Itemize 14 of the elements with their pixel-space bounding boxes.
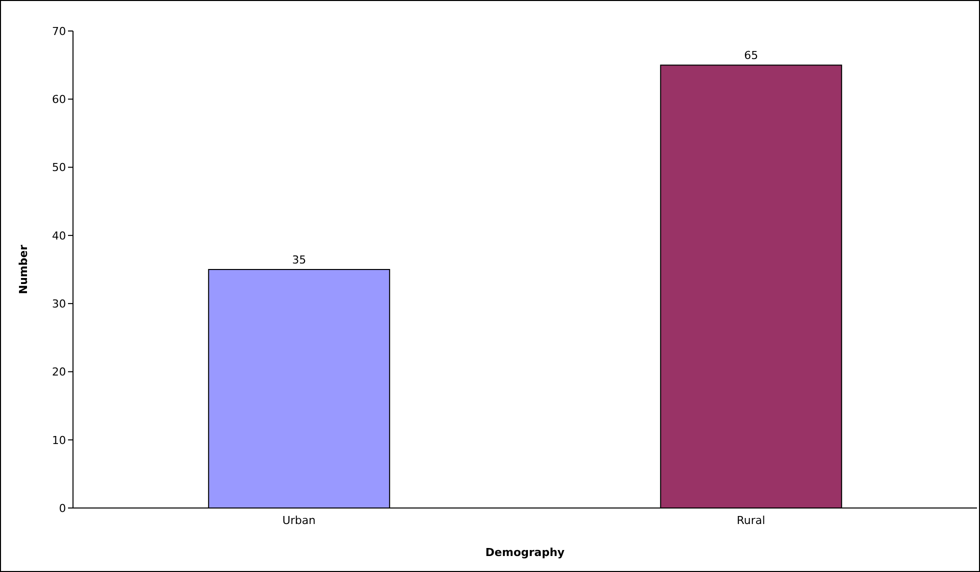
y-tick-label: 10	[52, 434, 66, 447]
data-label: 65	[744, 49, 758, 62]
y-tick-label: 40	[52, 229, 66, 242]
data-label: 35	[292, 254, 306, 266]
y-tick-label: 0	[59, 502, 66, 515]
x-tick-label: Urban	[282, 514, 316, 527]
y-tick-label: 60	[52, 93, 66, 106]
x-tick-label: Rural	[736, 514, 766, 527]
y-tick-label: 30	[52, 297, 66, 310]
y-tick-label: 70	[52, 24, 66, 38]
y-tick-label: 50	[52, 161, 66, 174]
y-tick-label: 20	[52, 366, 66, 379]
x-axis-title: Demography	[485, 546, 565, 559]
y-axis-title: Number	[16, 244, 30, 294]
